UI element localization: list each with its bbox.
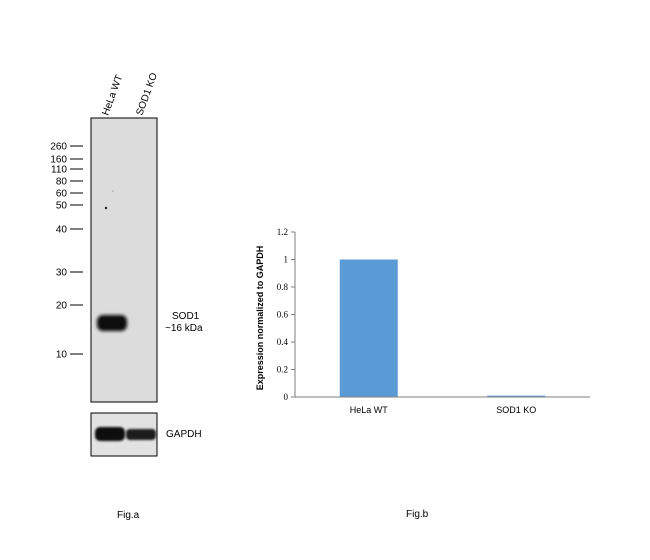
marker-label: 40	[56, 225, 68, 236]
y-tick-label: 0.8	[277, 282, 289, 292]
y-tick-label: 0.4	[277, 337, 289, 347]
y-axis-ticks: 0 0.2 0.4 0.6 0.8 1 1.2	[277, 227, 295, 402]
western-blot-panel: HeLa WT SOD1 KO 26016011080605040302010 …	[50, 71, 203, 521]
loading-control-label: GAPDH	[166, 429, 202, 440]
blot-membrane	[90, 117, 158, 403]
y-tick-label: 1	[284, 255, 289, 265]
gapdh-band-sod1-ko	[126, 429, 156, 440]
band-size-label: ~16 kDa	[165, 323, 203, 334]
sod1-band	[97, 315, 127, 331]
caption-fig-b: Fig.b	[406, 509, 429, 520]
marker-label: 60	[56, 189, 68, 200]
marker-label: 260	[50, 142, 67, 153]
marker-label: 30	[56, 268, 68, 279]
gapdh-band-hela-wt	[95, 427, 125, 441]
y-tick-label: 0.6	[277, 310, 289, 320]
blot-speck	[112, 190, 114, 192]
lane-label-hela-wt: HeLa WT	[100, 74, 125, 117]
marker-label: 10	[56, 350, 68, 361]
y-tick-label: 1.2	[277, 227, 288, 237]
bar-sod1-ko	[487, 395, 546, 397]
marker-label: 20	[56, 301, 68, 312]
lane-label-sod1-ko: SOD1 KO	[134, 71, 160, 117]
y-axis-label: Expression normalized to GAPDH	[255, 246, 265, 391]
bars	[339, 259, 546, 397]
blot-speck	[104, 206, 108, 210]
marker-label: 80	[56, 177, 68, 188]
x-tick-label: HeLa WT	[350, 405, 389, 415]
marker-label: 110	[51, 165, 67, 176]
y-tick-label: 0.2	[277, 365, 288, 375]
marker-label: 160	[50, 155, 67, 166]
caption-fig-a: Fig.a	[117, 510, 140, 521]
band-label-sod1: SOD1	[172, 311, 200, 322]
x-axis-labels: HeLa WT SOD1 KO	[350, 405, 537, 415]
marker-label: 50	[56, 201, 68, 212]
x-tick-label: SOD1 KO	[496, 405, 536, 415]
y-tick-label: 0	[284, 392, 289, 402]
bar-hela-wt	[339, 259, 398, 397]
bar-chart-panel: Expression normalized to GAPDH 0 0.2 0.4 0.…	[255, 227, 590, 520]
